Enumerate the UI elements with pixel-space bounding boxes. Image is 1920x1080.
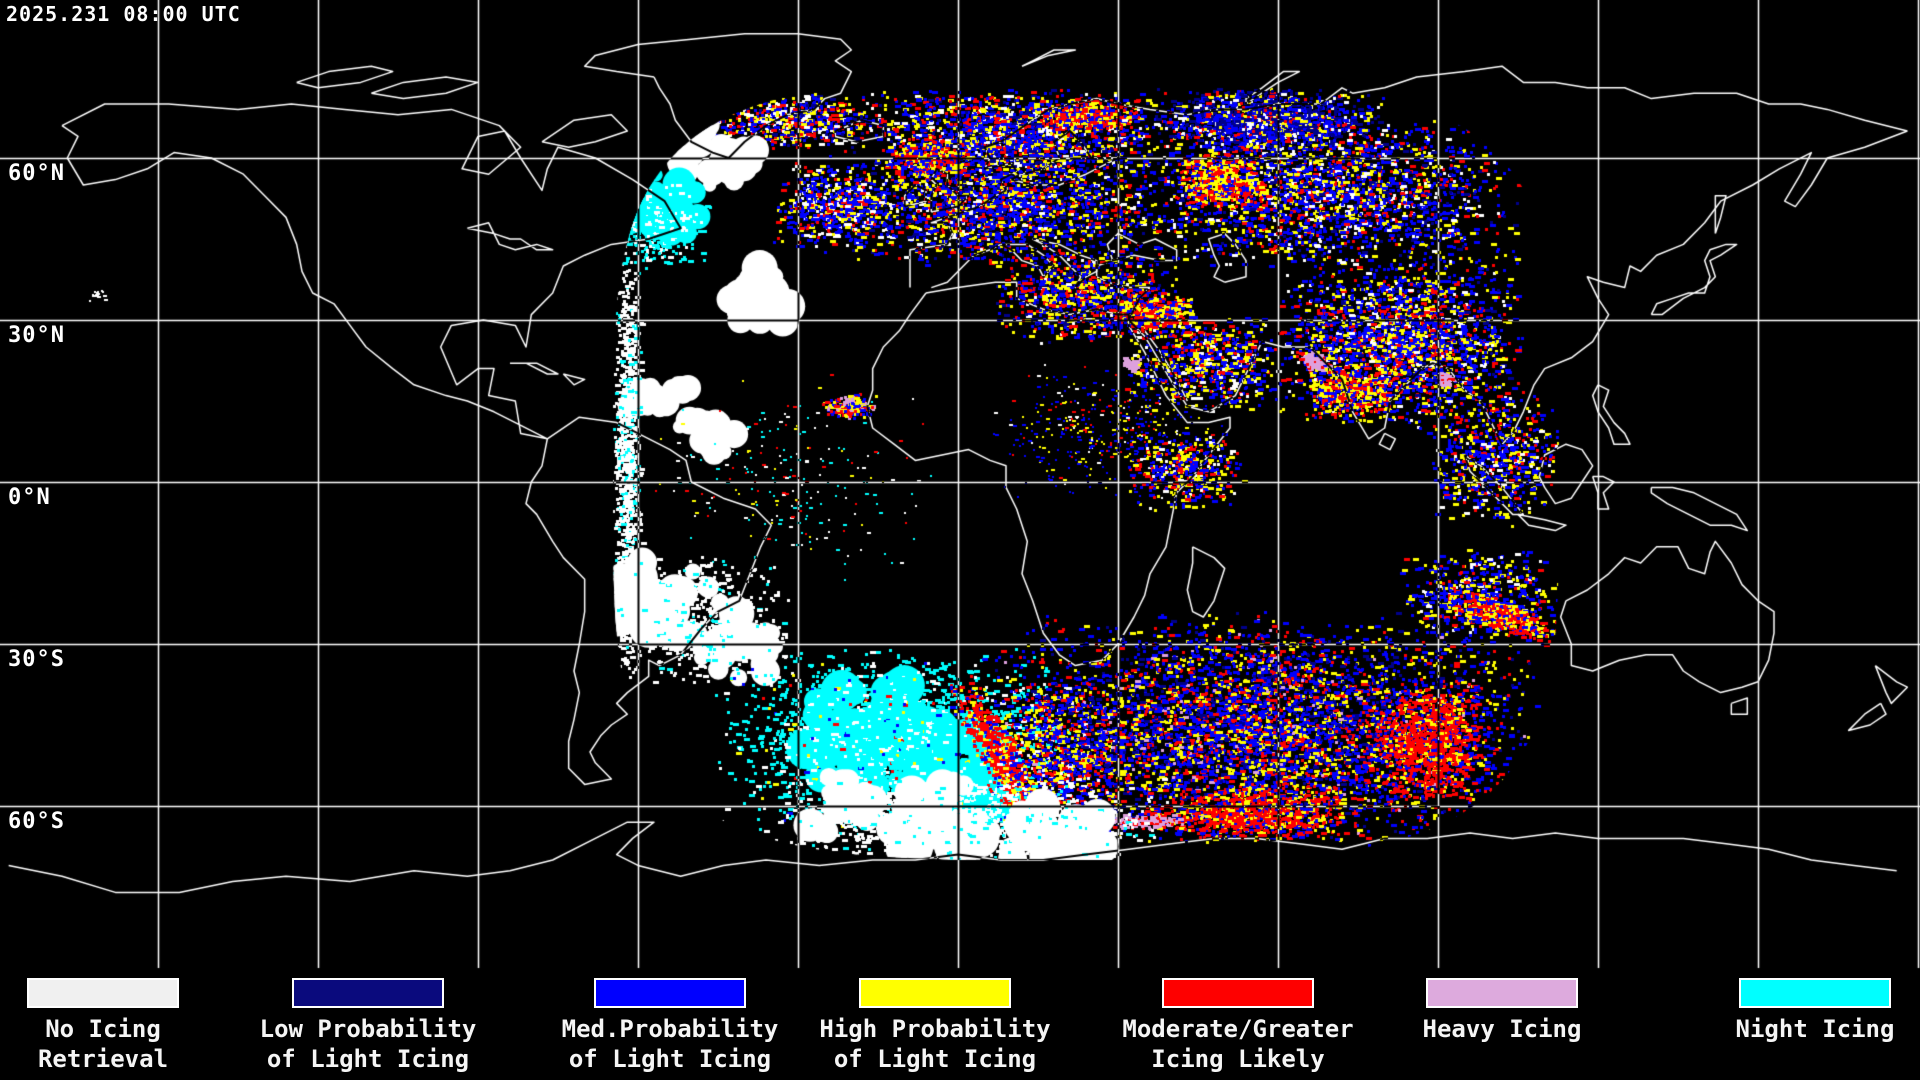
lat-label-30n: 30°N — [8, 323, 65, 348]
legend-label-no-icing-retrieval-line1: No Icing — [45, 1015, 161, 1043]
legend-swatch-no-icing-retrieval — [27, 978, 179, 1008]
legend-label-night-icing-line1: Night Icing — [1735, 1015, 1895, 1043]
legend-swatch-heavy-icing — [1426, 978, 1578, 1008]
legend-swatch-night-icing — [1739, 978, 1891, 1008]
legend-item-night-icing: Night Icing — [1675, 968, 1920, 1044]
lat-label-30s: 30°S — [8, 647, 65, 672]
legend-label-low-prob-light-icing-line1: Low Probability — [259, 1015, 477, 1043]
timestamp-label: 2025.231 08:00 UTC — [6, 2, 241, 26]
legend-label-moderate-greater-icing-line1: Moderate/Greater — [1122, 1015, 1354, 1043]
legend-swatch-high-prob-light-icing — [859, 978, 1011, 1008]
legend-label-heavy-icing-line1: Heavy Icing — [1422, 1015, 1582, 1043]
lat-label-0n: 0°N — [8, 485, 51, 510]
legend-item-high-prob-light-icing: High Probability of Light Icing — [795, 968, 1075, 1074]
lat-label-60n: 60°N — [8, 161, 65, 186]
legend-label-med-prob-light-icing-line2: of Light Icing — [568, 1045, 772, 1073]
legend-item-no-icing-retrieval: No Icing Retrieval — [0, 968, 243, 1074]
lat-label-60s: 60°S — [8, 809, 65, 834]
legend-item-heavy-icing: Heavy Icing — [1362, 968, 1642, 1044]
legend-swatch-med-prob-light-icing — [594, 978, 746, 1008]
legend-swatch-low-prob-light-icing — [292, 978, 444, 1008]
legend-label-high-prob-light-icing-line1: High Probability — [819, 1015, 1051, 1043]
legend-item-med-prob-light-icing: Med.Probability of Light Icing — [530, 968, 810, 1074]
legend-item-moderate-greater-icing: Moderate/Greater Icing Likely — [1098, 968, 1378, 1074]
legend-label-high-prob-light-icing-line2: of Light Icing — [833, 1045, 1037, 1073]
legend-label-low-prob-light-icing-line2: of Light Icing — [266, 1045, 470, 1073]
legend-swatch-moderate-greater-icing — [1162, 978, 1314, 1008]
legend-label-moderate-greater-icing-line2: Icing Likely — [1151, 1045, 1325, 1073]
legend-label-no-icing-retrieval-line2: Retrieval — [37, 1045, 169, 1073]
legend-item-low-prob-light-icing: Low Probability of Light Icing — [228, 968, 508, 1074]
legend-label-med-prob-light-icing-line1: Med.Probability — [561, 1015, 779, 1043]
icing-legend: No Icing Retrieval Low Probability of Light… — [0, 968, 1920, 1080]
